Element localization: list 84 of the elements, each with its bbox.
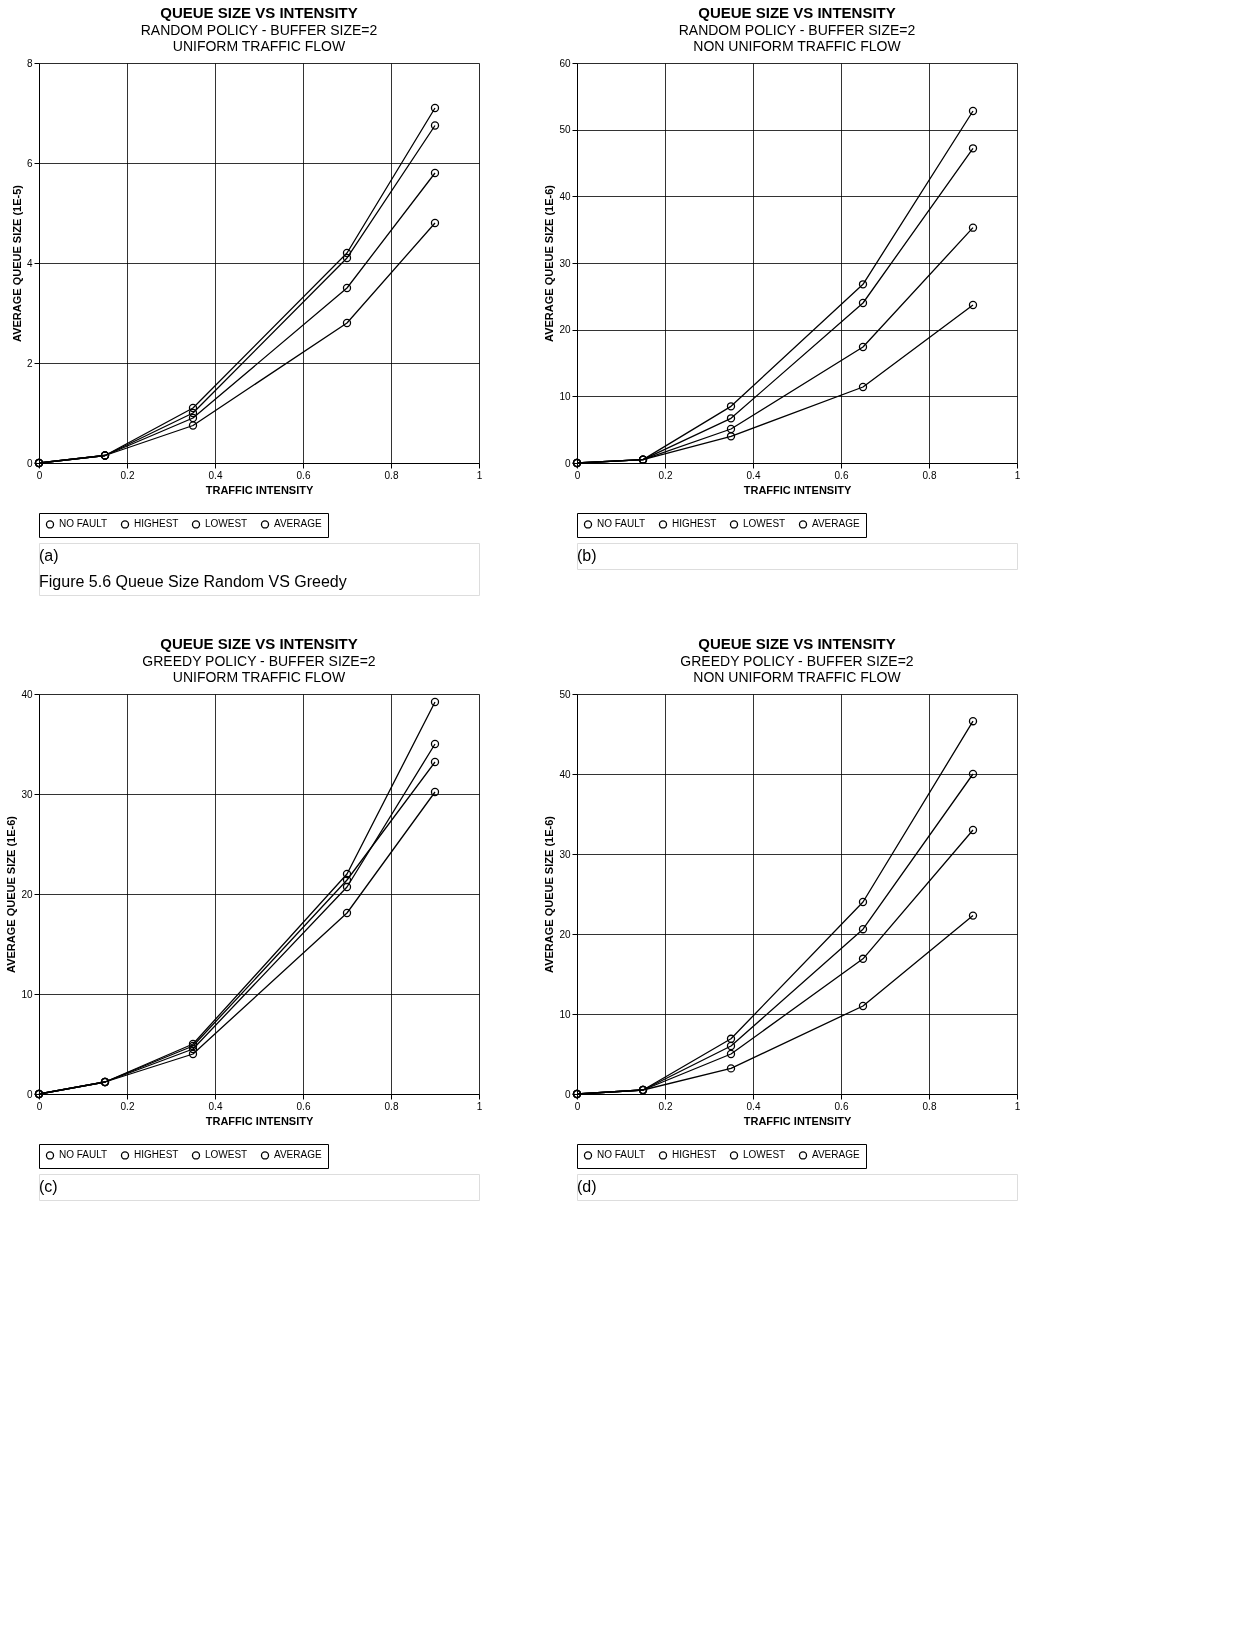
legend-label: NO FAULT: [59, 1149, 108, 1161]
text: (a): [39, 547, 59, 564]
x-tick-label: 0.8: [384, 1100, 399, 1112]
text: (b): [577, 547, 597, 564]
y-tick-label: 40: [559, 768, 571, 780]
chart-title: QUEUE SIZE VS INTENSITY: [160, 635, 358, 652]
x-tick-label: 1: [1014, 1100, 1021, 1112]
text: (c): [39, 1178, 58, 1195]
x-tick-label: 0.6: [834, 1100, 849, 1112]
y-axis-title: AVERAGE QUEUE SIZE (1E-6): [543, 815, 556, 973]
y-tick-label: 8: [26, 57, 33, 69]
x-tick-label: 0: [574, 469, 581, 481]
y-axis-title: AVERAGE QUEUE SIZE (1E-6): [5, 815, 18, 973]
y-tick-label: 10: [559, 1008, 571, 1020]
y-tick-label: 60: [559, 57, 571, 69]
legend-label: LOWEST: [205, 518, 248, 530]
chart-title: QUEUE SIZE VS INTENSITY: [160, 4, 358, 21]
legend-label: AVERAGE: [274, 518, 322, 530]
y-tick-label: 20: [559, 324, 571, 336]
x-tick-label: 0.4: [746, 1100, 761, 1112]
y-tick-label: 0: [564, 1088, 571, 1100]
x-tick-label: 0: [36, 1100, 43, 1112]
x-axis-title: TRAFFIC INTENSITY: [743, 483, 852, 496]
legend-label: HIGHEST: [134, 518, 179, 530]
x-tick-label: 0: [574, 1100, 581, 1112]
y-tick-label: 10: [559, 390, 571, 402]
y-axis-title: AVERAGE QUEUE SIZE (1E-6): [543, 184, 556, 342]
caption: Figure 5.6 Queue Size Random VS Greedy: [39, 573, 347, 590]
x-tick-label: 0.2: [120, 469, 135, 481]
text: (d): [577, 1178, 597, 1195]
x-tick-label: 1: [476, 1100, 483, 1112]
y-tick-label: 4: [26, 257, 33, 269]
x-tick-label: 0.8: [384, 469, 399, 481]
chart-subtitle: RANDOM POLICY - BUFFER SIZE=2 NON UNIFORM TRAFFIC FLOW: [678, 22, 916, 54]
legend-label: HIGHEST: [672, 1149, 717, 1161]
y-tick-label: 30: [21, 788, 33, 800]
legend-label: LOWEST: [743, 1149, 786, 1161]
legend-label: AVERAGE: [274, 1149, 322, 1161]
x-tick-label: 0.6: [296, 469, 311, 481]
x-tick-label: 1: [476, 469, 483, 481]
x-tick-label: 0.4: [746, 469, 761, 481]
y-tick-label: 20: [21, 888, 33, 900]
x-axis-title: TRAFFIC INTENSITY: [205, 483, 314, 496]
chart-subtitle: RANDOM POLICY - BUFFER SIZE=2 UNIFORM TRAFFIC FLOW: [140, 22, 378, 54]
legend-label: LOWEST: [743, 518, 786, 530]
x-tick-label: 0.2: [658, 1100, 673, 1112]
chart-subtitle: GREEDY POLICY - BUFFER SIZE=2 UNIFORM TRAFFIC FLOW: [142, 653, 376, 685]
chart-title: QUEUE SIZE VS INTENSITY: [698, 4, 896, 21]
y-tick-label: 30: [559, 257, 571, 269]
chart-subtitle: GREEDY POLICY - BUFFER SIZE=2 NON UNIFORM TRAFFIC FLOW: [680, 653, 914, 685]
x-tick-label: 0.4: [208, 469, 223, 481]
legend-label: NO FAULT: [597, 518, 646, 530]
legend-label: HIGHEST: [672, 518, 717, 530]
x-tick-label: 0.6: [296, 1100, 311, 1112]
x-axis-title: TRAFFIC INTENSITY: [743, 1114, 852, 1127]
y-tick-label: 20: [559, 928, 571, 940]
y-tick-label: 40: [21, 688, 33, 700]
y-tick-label: 30: [559, 848, 571, 860]
x-tick-label: 0.2: [658, 469, 673, 481]
legend-label: LOWEST: [205, 1149, 248, 1161]
y-tick-label: 2: [26, 357, 33, 369]
legend-label: AVERAGE: [812, 1149, 860, 1161]
y-tick-label: 50: [559, 688, 571, 700]
x-axis-title: TRAFFIC INTENSITY: [205, 1114, 314, 1127]
x-tick-label: 0: [36, 469, 43, 481]
y-tick-label: 0: [564, 457, 571, 469]
y-tick-label: 50: [559, 124, 571, 136]
legend-label: HIGHEST: [134, 1149, 179, 1161]
y-tick-label: 0: [26, 457, 33, 469]
y-axis-title: AVERAGE QUEUE SIZE (1E-5): [10, 184, 23, 342]
y-tick-label: 40: [559, 190, 571, 202]
legend-label: NO FAULT: [59, 518, 108, 530]
legend-label: AVERAGE: [812, 518, 860, 530]
y-tick-label: 0: [26, 1088, 33, 1100]
x-tick-label: 0.8: [922, 469, 937, 481]
x-tick-label: 1: [1014, 469, 1021, 481]
x-tick-label: 0.6: [834, 469, 849, 481]
x-tick-label: 0.2: [120, 1100, 135, 1112]
y-tick-label: 6: [26, 157, 33, 169]
x-tick-label: 0.8: [922, 1100, 937, 1112]
y-tick-label: 10: [21, 988, 33, 1000]
chart-title: QUEUE SIZE VS INTENSITY: [698, 635, 896, 652]
x-tick-label: 0.4: [208, 1100, 223, 1112]
legend-label: NO FAULT: [597, 1149, 646, 1161]
